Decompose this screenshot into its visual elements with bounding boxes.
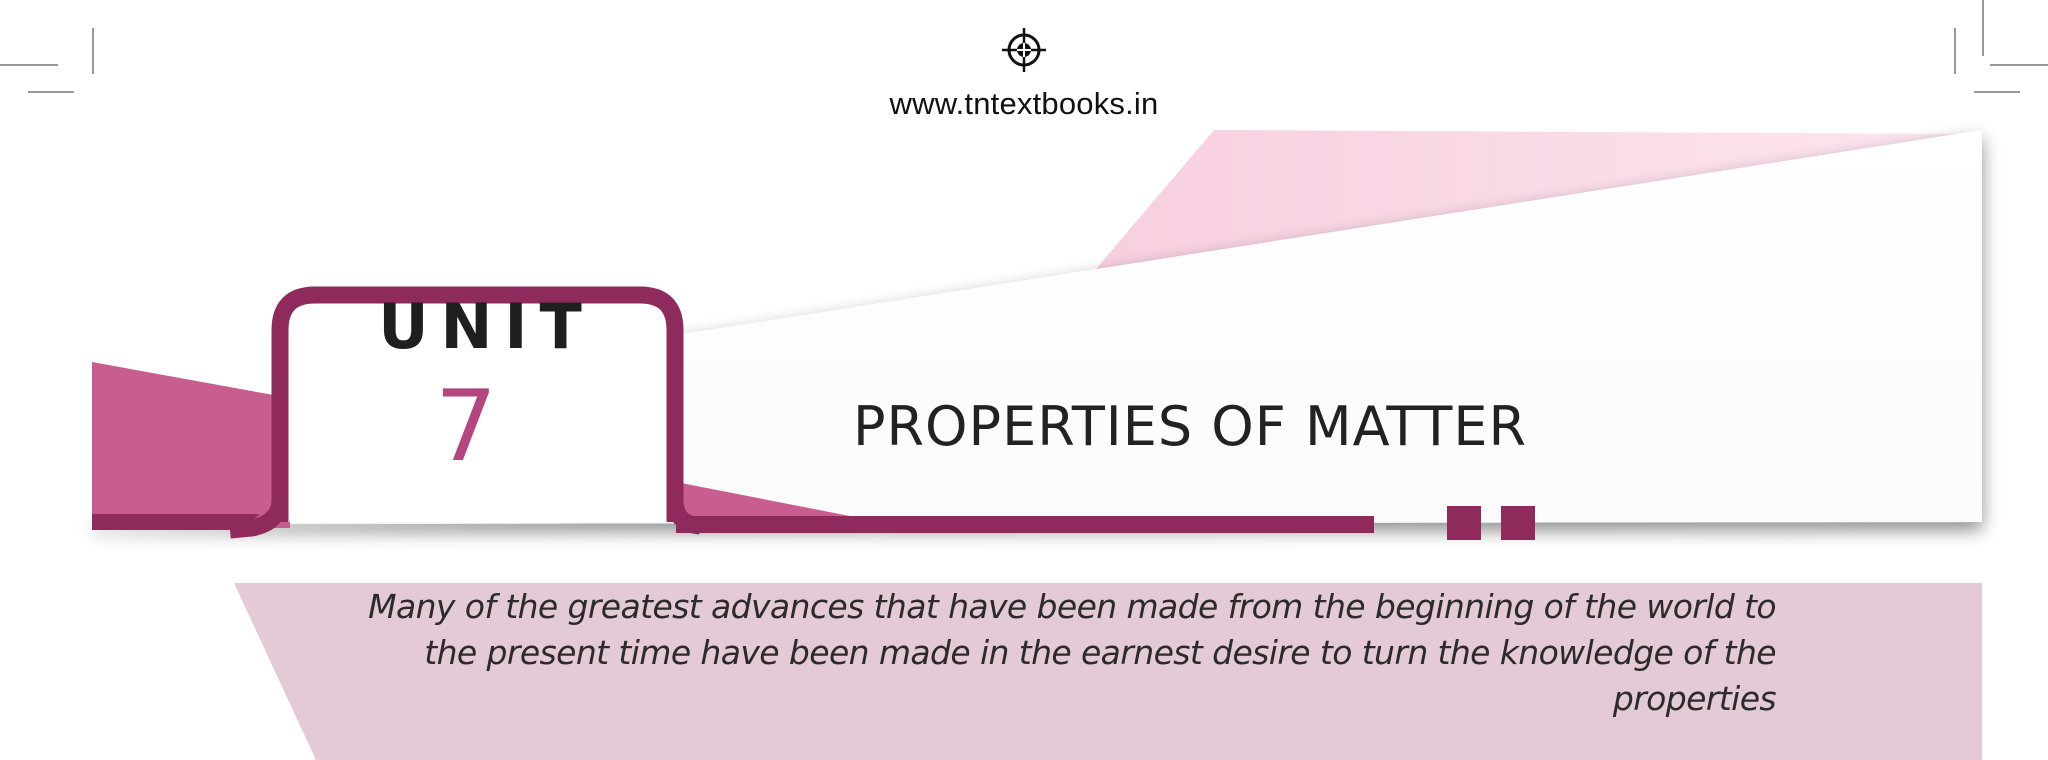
crosshair-registration-icon — [1002, 28, 1046, 72]
title-underline-bar — [676, 516, 1374, 533]
quote-band — [234, 583, 1982, 760]
unit-label: UNIT — [378, 290, 594, 363]
title-band — [92, 130, 1982, 524]
left-magenta-triangle — [92, 362, 290, 528]
chapter-quote: Many of the greatest advances that have … — [368, 587, 1776, 718]
unit-badge-frame — [271, 286, 684, 522]
unit-badge-left-foot — [229, 499, 289, 539]
left-dark-strip — [92, 514, 260, 530]
chapter-title: PROPERTIES OF MATTER — [852, 395, 1528, 458]
website-url[interactable]: www.tntextbooks.in — [889, 86, 1159, 121]
crop-mark-icon-top-right — [1954, 0, 2048, 93]
decor-square-right — [1501, 506, 1535, 540]
unit-number: 7 — [434, 370, 498, 484]
decor-square-left — [1447, 506, 1481, 540]
badge-base-wedge — [676, 482, 860, 526]
crop-mark-icon-top-left — [0, 28, 94, 93]
unit-badge-right-foot — [666, 499, 702, 535]
